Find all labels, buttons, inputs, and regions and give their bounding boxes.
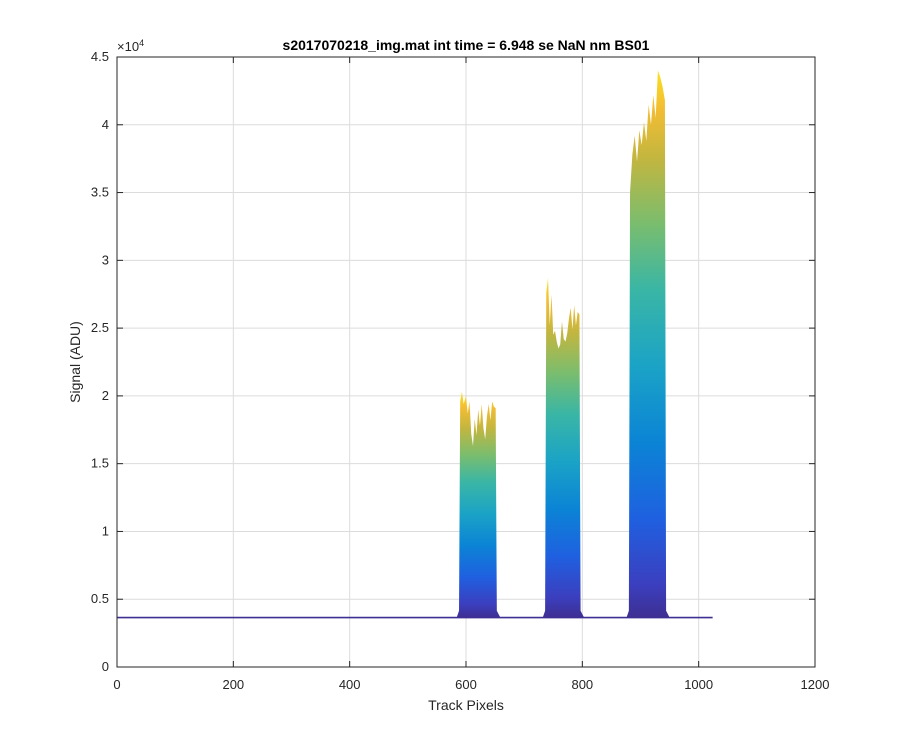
x-tick-label: 400: [339, 677, 361, 692]
y-exponent-label: ×104: [117, 38, 144, 54]
y-tick-label: 4.5: [91, 49, 109, 64]
y-axis-label: Signal (ADU): [67, 321, 83, 403]
x-tick-label: 0: [113, 677, 120, 692]
peak-1: [456, 391, 501, 618]
y-tick-label: 3: [102, 252, 109, 267]
y-tick-label: 0: [102, 659, 109, 674]
y-tick-label: 1.5: [91, 456, 109, 471]
x-tick-label: 1000: [684, 677, 713, 692]
x-tick-label: 800: [571, 677, 593, 692]
y-exponent-base: ×10: [117, 39, 139, 54]
x-tick-label: 1200: [801, 677, 830, 692]
y-tick-label: 0.5: [91, 591, 109, 606]
x-tick-label: 600: [455, 677, 477, 692]
x-axis-label: Track Pixels: [428, 697, 504, 713]
y-exponent-power: 4: [139, 38, 144, 48]
x-tick-labels: 0 200 400 600 800 1000 1200: [113, 677, 829, 692]
y-tick-labels: 0 0.5 1 1.5 2 2.5 3 3.5 4 4.5: [91, 49, 109, 674]
chart-title: s2017070218_img.mat int time = 6.948 se …: [283, 37, 650, 53]
data-layer: [117, 70, 713, 619]
x-tick-label: 200: [222, 677, 244, 692]
tick-marks: [116, 56, 816, 668]
y-tick-label: 1: [102, 523, 109, 538]
y-tick-label: 3.5: [91, 185, 109, 200]
peak-3: [626, 70, 670, 618]
peak-2: [542, 277, 585, 618]
y-tick-label: 4: [102, 117, 109, 132]
y-tick-label: 2.5: [91, 320, 109, 335]
y-tick-label: 2: [102, 388, 109, 403]
